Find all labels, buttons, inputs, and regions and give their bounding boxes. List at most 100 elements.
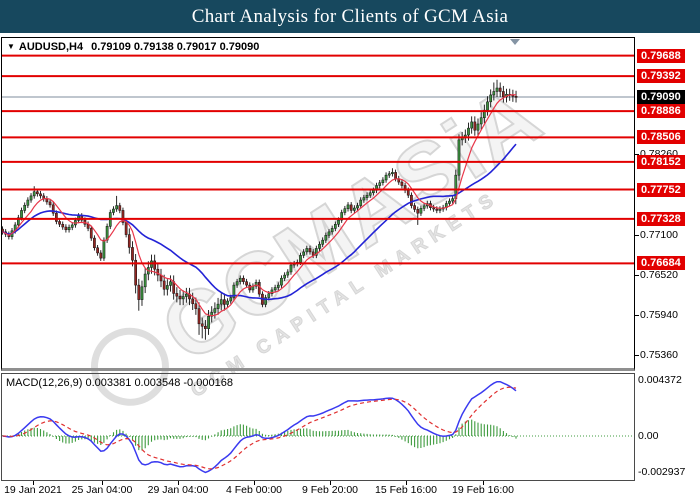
main-chart-canvas[interactable] — [1, 37, 635, 371]
fast-ma-line — [2, 94, 517, 317]
candle — [194, 297, 198, 315]
candle — [410, 192, 413, 209]
candles-layer — [1, 79, 518, 340]
candle — [51, 202, 55, 216]
candle — [444, 200, 448, 211]
macd-name: MACD(12,26,9) — [6, 377, 83, 389]
price-level-label: 0.77752 — [637, 183, 685, 197]
candle — [23, 202, 27, 214]
candle — [175, 287, 179, 303]
candle — [353, 205, 356, 214]
time-axis-label: 15 Feb 16:00 — [375, 484, 437, 496]
candle — [172, 275, 176, 300]
candle — [511, 89, 515, 102]
candle — [413, 202, 416, 213]
window-title: Chart Analysis for Clients of GCM Asia — [0, 0, 700, 33]
candle — [400, 179, 404, 189]
candle — [48, 199, 52, 208]
candle — [223, 293, 226, 311]
price-level-label: 0.78152 — [637, 155, 685, 169]
candle — [257, 279, 261, 297]
candle — [131, 241, 134, 267]
candle — [197, 302, 201, 335]
price-level-label: 0.78506 — [637, 130, 685, 144]
candle — [482, 104, 486, 124]
candle — [32, 186, 36, 199]
macd-main-line — [2, 380, 517, 474]
candle — [140, 280, 144, 306]
candle — [324, 232, 328, 243]
candle — [451, 195, 454, 204]
candle — [498, 82, 502, 97]
candle — [191, 292, 195, 311]
time-axis-tick — [178, 481, 179, 485]
price-level-label: 0.79392 — [637, 69, 685, 83]
candle — [200, 317, 204, 339]
macd-hist-value: -0.000168 — [183, 377, 233, 389]
candle — [17, 214, 20, 228]
candle — [470, 116, 474, 134]
candle — [463, 129, 467, 143]
candle — [121, 207, 125, 226]
price-level-label: 0.76684 — [637, 256, 685, 270]
candle — [334, 221, 337, 232]
candle — [45, 196, 49, 205]
candle — [273, 284, 277, 293]
candle — [375, 182, 378, 194]
candle — [178, 289, 182, 306]
time-axis-label: 19 Feb 16:00 — [452, 484, 514, 496]
candle — [403, 182, 407, 194]
candle — [448, 198, 451, 207]
macd-axis-label: 0.004372 — [638, 374, 682, 386]
macd-panel-canvas[interactable] — [1, 373, 635, 481]
candle — [210, 306, 214, 323]
time-axis-label: 29 Jan 04:00 — [147, 484, 209, 496]
candle — [280, 275, 283, 288]
time-axis-tick — [102, 481, 103, 485]
candle — [1, 226, 4, 235]
macd-indicator-label: MACD(12,26,9) 0.003381 0.003548 -0.00016… — [6, 377, 233, 389]
candle — [238, 275, 242, 285]
candle — [207, 310, 210, 335]
candle — [134, 253, 137, 294]
macd-signal-value: 0.003548 — [134, 377, 181, 389]
time-axis-tick — [330, 481, 331, 485]
candle — [26, 197, 30, 208]
candle — [305, 245, 309, 255]
candle — [368, 190, 372, 198]
candle — [422, 203, 426, 212]
candle — [473, 116, 477, 136]
time-axis-tick — [483, 481, 484, 485]
candle — [55, 210, 58, 225]
candle — [181, 290, 185, 306]
candle — [64, 224, 68, 233]
candle — [93, 235, 96, 251]
price-axis-tick-label: 0.76520 — [640, 269, 678, 281]
candle — [29, 193, 33, 203]
candle — [327, 229, 331, 239]
candle — [89, 225, 93, 241]
time-axis-tick — [254, 481, 255, 485]
candle — [365, 192, 369, 201]
quote-ohlc-values: 0.79109 0.79138 0.79017 0.79090 — [91, 41, 260, 53]
candle — [118, 202, 122, 214]
candle — [308, 245, 312, 255]
candle — [270, 287, 274, 297]
price-axis-tick — [635, 315, 639, 316]
symbol-dropdown-icon[interactable]: ▼ — [7, 42, 15, 51]
candle — [378, 179, 382, 189]
candle — [359, 197, 363, 209]
symbol-label: AUDUSD,H4 — [18, 41, 84, 53]
candle — [276, 282, 280, 291]
candle — [460, 131, 464, 146]
candle — [381, 177, 385, 186]
candle — [96, 244, 99, 256]
candle — [343, 205, 347, 216]
macd-histogram — [1, 419, 517, 451]
time-axis-label: 9 Feb 20:00 — [301, 484, 359, 496]
scroll-to-end-marker-icon[interactable] — [510, 39, 520, 45]
price-axis-tick-label: 0.77100 — [640, 229, 678, 241]
candle — [387, 170, 391, 178]
candle — [302, 249, 305, 259]
